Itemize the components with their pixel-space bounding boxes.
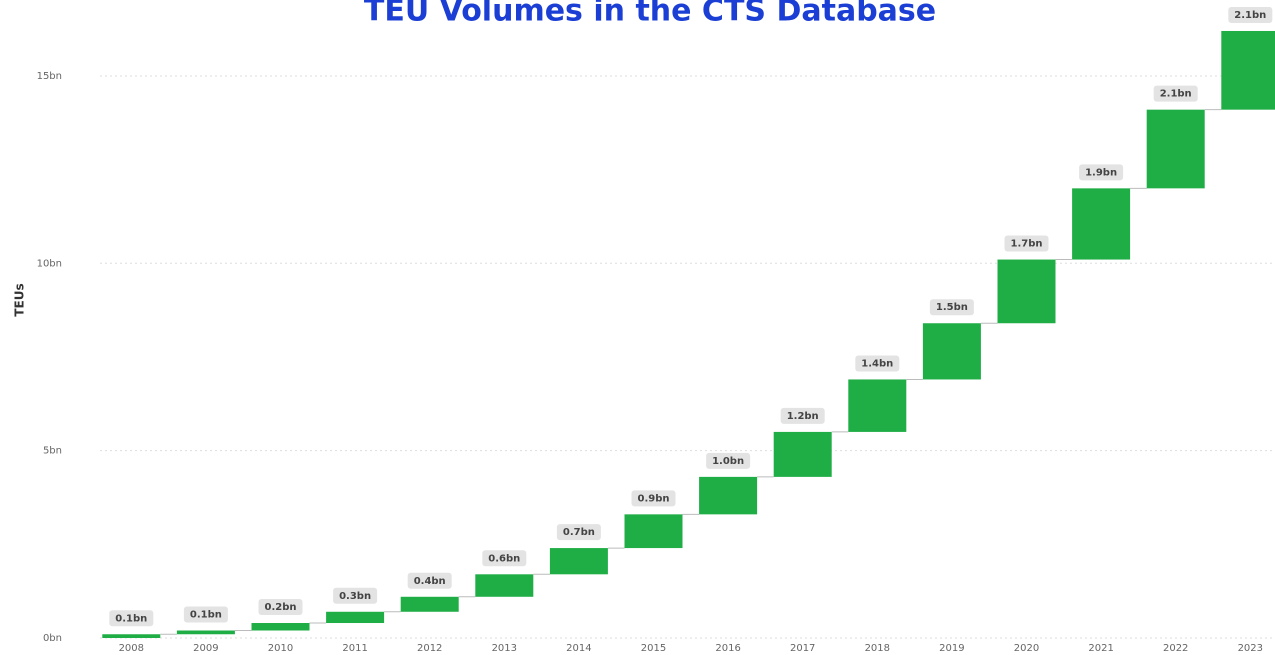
x-tick-label: 2020: [1014, 643, 1039, 654]
x-tick-label: 2015: [641, 643, 666, 654]
x-tick-label: 2010: [268, 643, 293, 654]
value-label: 0.9bn: [638, 493, 670, 504]
label-box: [1079, 164, 1124, 181]
label-box: [109, 610, 154, 627]
x-tick-label: 2014: [566, 643, 591, 654]
label-box: [556, 524, 601, 541]
x-tick-label: 2013: [492, 643, 517, 654]
value-label: 1.5bn: [936, 302, 968, 313]
y-axis-label: TEUs: [13, 283, 27, 316]
bar: [1072, 188, 1131, 260]
x-tick-label: 2021: [1088, 643, 1113, 654]
x-tick-label: 2023: [1238, 643, 1263, 654]
bar: [773, 431, 832, 477]
value-label: 1.4bn: [861, 358, 893, 369]
y-tick-label: 15bn: [37, 71, 62, 82]
label-box: [1153, 85, 1198, 102]
x-tick-label: 2022: [1163, 643, 1188, 654]
bar: [400, 596, 459, 612]
chart-title: TEU Volumes in the CTS Database: [364, 0, 936, 29]
value-label: 0.4bn: [414, 576, 446, 587]
label-box: [780, 407, 825, 424]
label-box: [482, 550, 527, 567]
y-tick-label: 0bn: [43, 633, 62, 644]
x-tick-label: 2008: [119, 643, 144, 654]
value-label: 1.2bn: [787, 411, 819, 422]
bar: [699, 476, 758, 515]
x-tick-label: 2017: [790, 643, 815, 654]
value-label: 1.7bn: [1011, 239, 1043, 250]
x-tick-label: 2011: [342, 643, 367, 654]
bar: [475, 574, 534, 597]
bar: [624, 514, 683, 549]
value-label: 0.2bn: [265, 602, 297, 613]
bar: [102, 634, 161, 638]
label-box: [706, 452, 751, 469]
x-tick-label: 2009: [193, 643, 218, 654]
label-box: [258, 599, 303, 616]
label-box: [929, 299, 974, 316]
bar: [1146, 109, 1205, 189]
value-label: 0.6bn: [488, 553, 520, 564]
label-box: [333, 587, 378, 604]
x-tick-label: 2019: [939, 643, 964, 654]
label-box: [855, 355, 900, 372]
y-tick-label: 5bn: [43, 446, 62, 457]
label-box: [1228, 6, 1273, 23]
value-label: 2.1bn: [1234, 10, 1266, 21]
label-box: [183, 606, 228, 623]
bar: [1221, 30, 1275, 110]
bar: [251, 623, 310, 631]
value-label: 0.1bn: [190, 610, 222, 621]
bar: [176, 630, 235, 635]
value-label: 1.0bn: [712, 456, 744, 467]
label-box: [407, 572, 452, 589]
bar: [549, 548, 608, 575]
bar: [997, 259, 1056, 324]
bar: [326, 611, 385, 624]
y-tick-label: 10bn: [37, 258, 62, 269]
label-box: [631, 490, 676, 507]
label-box: [1004, 235, 1049, 252]
value-label: 0.3bn: [339, 591, 371, 602]
value-label: 0.7bn: [563, 527, 595, 538]
value-label: 2.1bn: [1160, 89, 1192, 100]
bar: [848, 379, 907, 432]
x-tick-label: 2012: [417, 643, 442, 654]
bar: [922, 323, 981, 380]
x-tick-label: 2018: [865, 643, 890, 654]
value-label: 1.9bn: [1085, 167, 1117, 178]
x-tick-label: 2016: [715, 643, 740, 654]
value-label: 0.1bn: [115, 613, 147, 624]
